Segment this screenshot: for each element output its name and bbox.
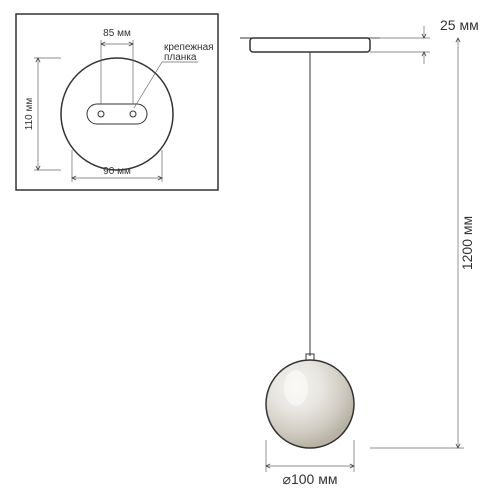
inset-dim-85: 85 мм: [103, 28, 131, 39]
dim-25: 25 мм: [440, 17, 479, 33]
pendant-group: [240, 38, 380, 448]
sphere-highlight: [284, 370, 308, 406]
inset-hole-right: [130, 111, 136, 117]
glass-sphere: [266, 360, 354, 448]
diagram-canvas: { "colors": { "background": "#ffffff", "…: [0, 0, 500, 500]
dim-1200: 1200 мм: [459, 216, 475, 270]
inset-base-circle: [61, 58, 173, 170]
inset-dim-90: 90 мм: [103, 166, 131, 177]
canopy: [250, 38, 370, 52]
diagram-svg: 85 мм крепежная планка 110 мм 90 мм: [0, 0, 500, 500]
inset-group: 85 мм крепежная планка 110 мм 90 мм: [16, 14, 218, 190]
inset-dim-110: 110 мм: [24, 98, 35, 131]
dim-diameter: ⌀100 мм: [283, 471, 338, 487]
inset-plate: [87, 104, 147, 124]
inset-sublabel-2: планка: [164, 52, 197, 63]
inset-hole-left: [98, 111, 104, 117]
inset-frame: [16, 14, 218, 190]
